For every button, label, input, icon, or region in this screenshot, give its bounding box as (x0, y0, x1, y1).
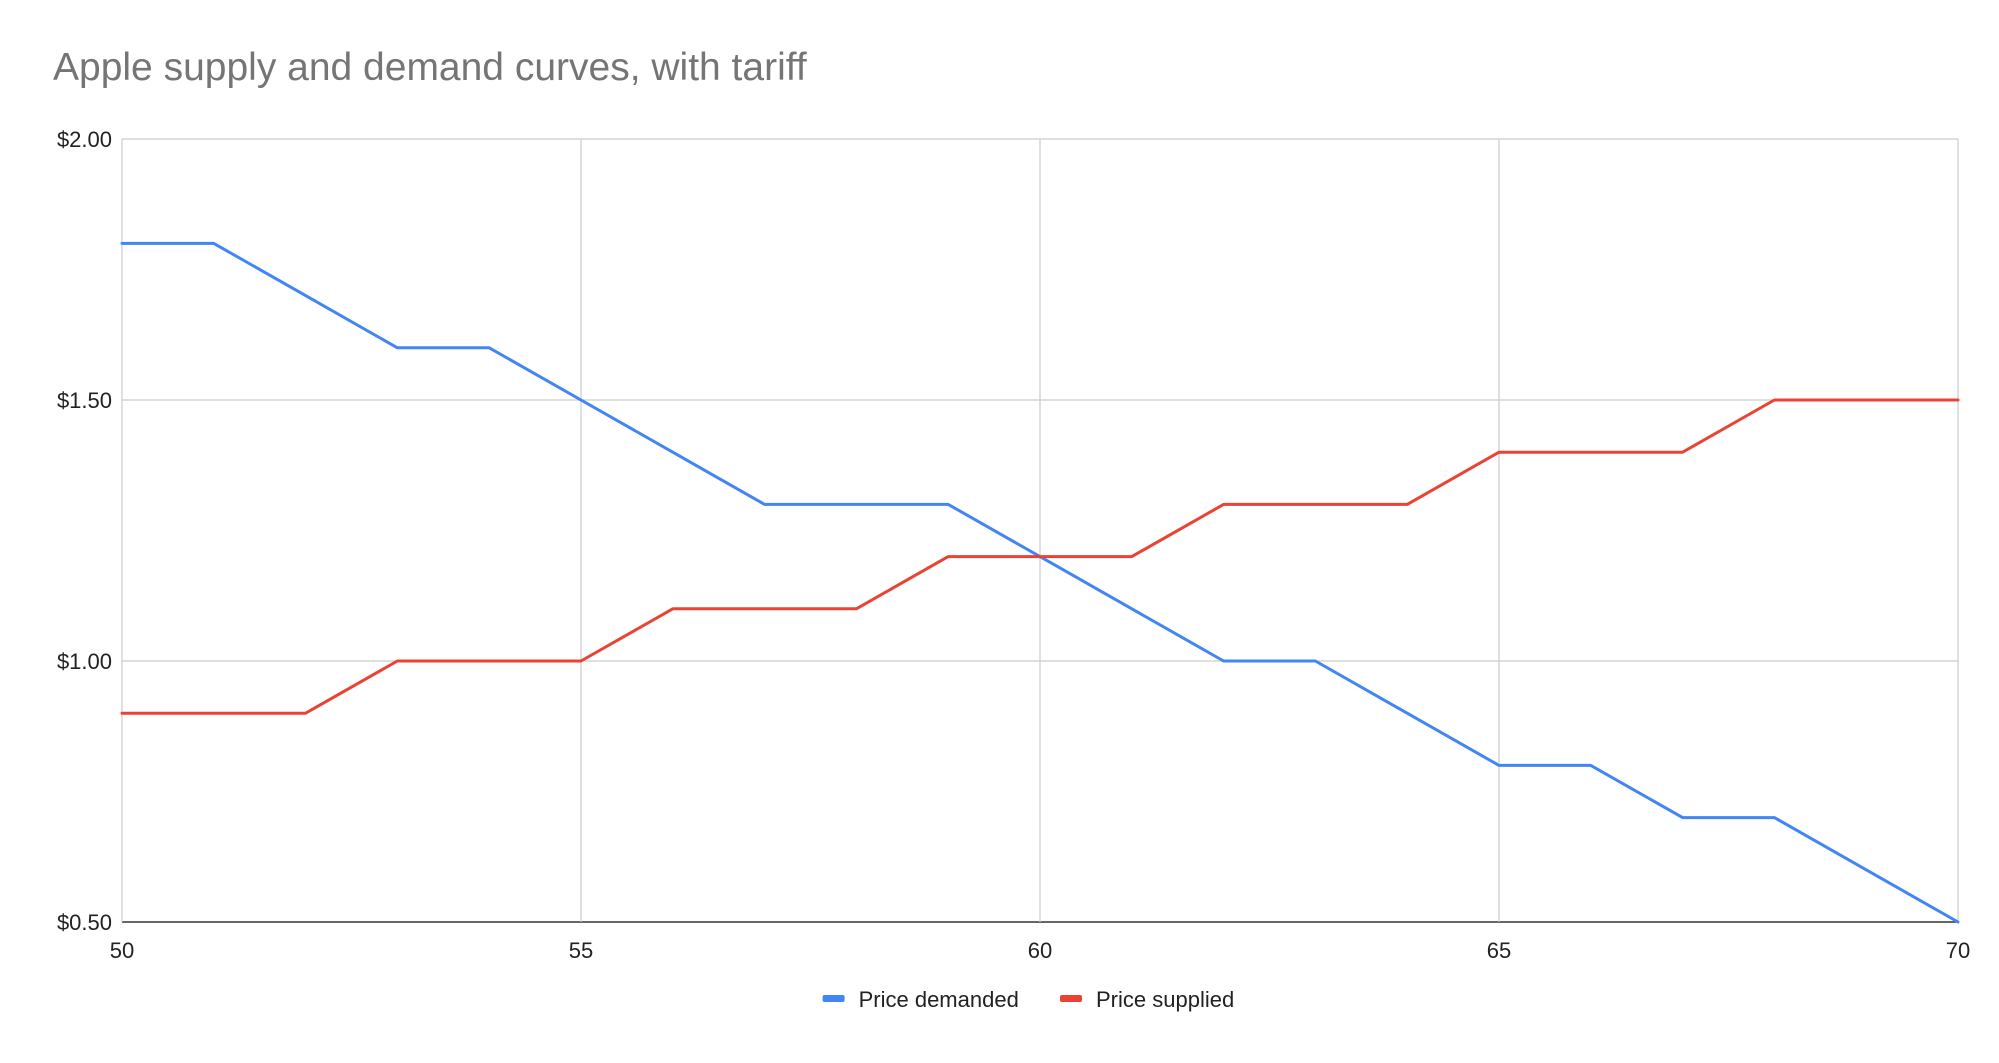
legend: Price demanded Price supplied (822, 987, 1234, 1012)
legend-swatch (1060, 995, 1082, 1002)
x-tick-label: 50 (110, 938, 134, 963)
series-line-price-supplied (120, 398, 1960, 715)
y-tick-label: $0.50 (57, 910, 112, 935)
legend-label: Price demanded (859, 987, 1019, 1012)
legend-swatch (822, 995, 845, 1002)
y-tick-label: $2.00 (57, 127, 112, 152)
y-tick-label: $1.50 (57, 388, 112, 413)
x-tick-label: 55 (569, 938, 593, 963)
chart-title: Apple supply and demand curves, with tar… (53, 46, 807, 89)
y-tick-label: $1.00 (57, 649, 112, 674)
legend-item-price-supplied: Price supplied (1060, 987, 1234, 1012)
series-layer (120, 241, 1960, 924)
grid (121, 138, 1959, 923)
x-tick-label: 65 (1487, 938, 1511, 963)
x-tick-label: 60 (1028, 938, 1052, 963)
x-tick-label: 70 (1946, 938, 1970, 963)
legend-label: Price supplied (1096, 987, 1234, 1012)
legend-item-price-demanded: Price demanded (822, 987, 1019, 1012)
axes: $0.50 $1.00 $1.50 $2.00 50 55 60 65 70 (57, 127, 1970, 963)
